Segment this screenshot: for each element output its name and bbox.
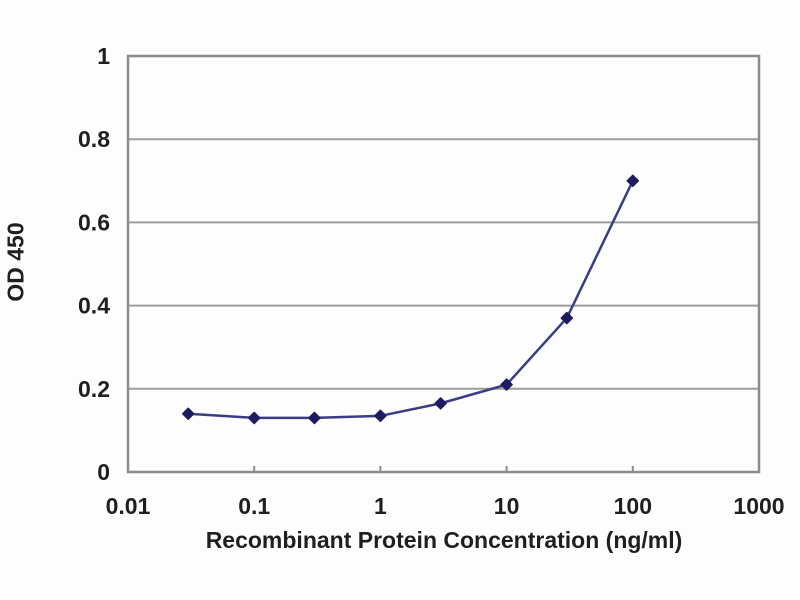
y-tick-label: 0 <box>97 459 110 485</box>
y-tick-label: 0.6 <box>78 209 110 235</box>
x-tick-label: 1000 <box>733 493 784 519</box>
data-point-marker <box>247 411 261 425</box>
data-point-marker <box>308 411 321 425</box>
x-tick-label: 10 <box>494 493 520 519</box>
data-point-marker <box>374 409 387 423</box>
y-tick-label: 0.8 <box>78 126 110 152</box>
plot-border <box>126 54 761 474</box>
y-tick-label: 0.4 <box>78 293 110 319</box>
x-tick-label: 0.1 <box>238 493 270 519</box>
data-point-marker <box>626 174 640 188</box>
y-tick-label: 1 <box>97 43 110 69</box>
data-point-marker <box>560 311 574 325</box>
x-tick-label: 0.01 <box>106 493 151 519</box>
data-point-marker <box>434 397 447 410</box>
y-tick-label: 0.2 <box>78 376 110 402</box>
series-line <box>188 180 634 420</box>
x-tick-label: 100 <box>614 493 652 519</box>
data-point-marker <box>181 407 195 421</box>
x-tick-label: 1 <box>374 493 387 519</box>
x-axis-title: Recombinant Protein Concentration (ng/ml… <box>205 527 683 553</box>
data-point-marker <box>500 378 513 391</box>
y-axis-title: OD 450 <box>2 222 29 302</box>
